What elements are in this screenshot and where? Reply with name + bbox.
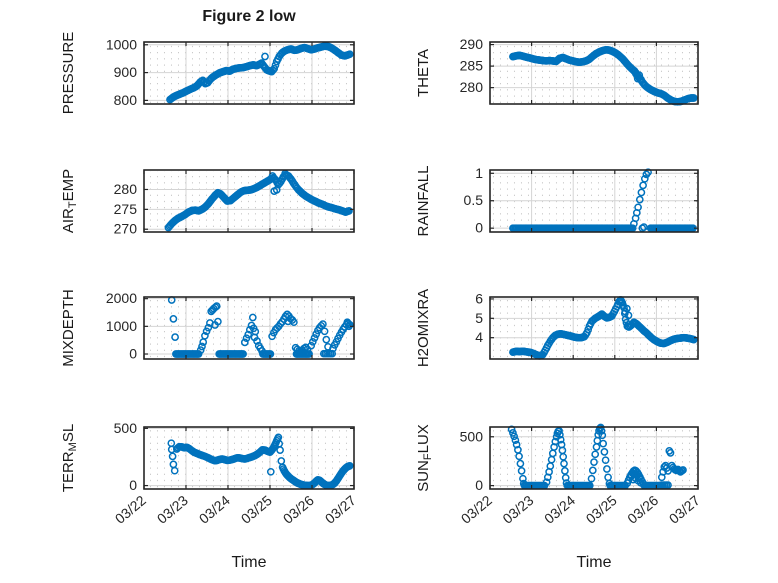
x-tick-label: 03/23 [154,492,191,527]
y-tick-label: 900 [114,64,138,80]
y-tick-label: 285 [460,58,484,74]
x-tick-label: 03/24 [196,492,233,527]
axes-box [143,296,355,360]
tick-marks [489,42,699,104]
subplot-rainfall: 0 0.5 1 RAINFALL [415,165,699,237]
tick-marks [489,297,699,359]
y-tick-label: 0 [475,220,483,236]
y-axis-label-theta: THETA [415,49,432,97]
x-tick-label: 03/26 [280,492,317,527]
subplot-terr_msl: 0 500 TERRMSL 03/22 03/23 03/24 03/25 03/26 03/2… [60,420,359,571]
y-axis-label-h2omixra: H2OMIXRA [415,289,432,367]
axes-box [143,169,355,233]
y-tick-label: 500 [460,428,484,444]
y-tick-label: 6 [475,290,483,306]
data-markers [167,433,354,490]
subplot-sun_flux: 0 500 SUNFLUX 03/22 03/23 03/24 03/25 03/26 03/2… [415,423,703,571]
y-axis-label-sun_flux: SUNFLUX [415,424,434,492]
y-tick-label: 0.5 [464,192,484,208]
tick-marks [143,170,355,232]
data-markers [167,296,354,358]
x-tick-label: 03/22 [112,492,149,527]
y-tick-label: 1 [475,165,483,181]
subplot-pressure: 800 900 1000 PRESSURE [60,32,355,115]
tick-marks [489,170,699,232]
tick-marks [143,427,355,489]
y-axis-label-rainfall: RAINFALL [415,166,432,237]
subplot-theta: 280 285 290 THETA [415,36,699,106]
x-tick-label: 03/27 [322,492,359,527]
data-markers [507,423,687,490]
y-tick-label: 1000 [106,318,137,334]
y-tick-label: 5 [475,310,483,326]
figure-title: Figure 2 low [202,8,296,25]
y-axis-label-pressure: PRESSURE [60,32,77,115]
axes-box [489,41,699,105]
subplot-air_temp: 270 275 280 AIRTEMP [60,169,355,237]
subplot-mixdepth: 0 1000 2000 MIXDEPTH [60,289,355,367]
y-tick-label: 800 [114,92,138,108]
data-markers [509,296,698,360]
x-axis-label: Time [577,554,612,571]
y-tick-label: 280 [114,181,138,197]
subplot-h2omixra: 4 5 6 H2OMIXRA [415,289,699,367]
tick-marks [143,42,355,104]
y-axis-label-terr_msl: TERRMSL [60,424,79,492]
y-axis-label-mixdepth: MIXDEPTH [60,289,77,367]
x-tick-label: 03/22 [458,492,495,527]
axes-box [143,426,355,490]
y-tick-label: 0 [475,477,483,493]
y-tick-label: 4 [475,329,483,345]
y-axis-label-air_temp: AIRTEMP [60,169,79,233]
x-tick-label: 03/26 [624,492,661,527]
tick-marks [489,427,699,489]
tick-marks [143,297,355,359]
major-grid [144,427,354,489]
data-markers [166,42,354,104]
data-markers [164,169,353,232]
axes-box [489,296,699,360]
y-tick-label: 1000 [106,36,137,52]
y-tick-label: 0 [129,346,137,362]
y-tick-label: 275 [114,201,138,217]
x-tick-label: 03/27 [666,492,703,527]
y-tick-label: 270 [114,221,138,237]
axes-box [489,426,699,490]
x-tick-label: 03/23 [499,492,536,527]
y-tick-label: 2000 [106,290,137,306]
y-tick-label: 0 [129,477,137,493]
y-tick-label: 280 [460,79,484,95]
x-tick-label: 03/25 [238,492,275,527]
major-grid [490,297,698,359]
y-tick-label: 290 [460,36,484,52]
y-tick-label: 500 [114,420,138,436]
x-axis-label: Time [232,554,267,571]
x-tick-label: 03/25 [583,492,620,527]
x-tick-label: 03/24 [541,492,578,527]
